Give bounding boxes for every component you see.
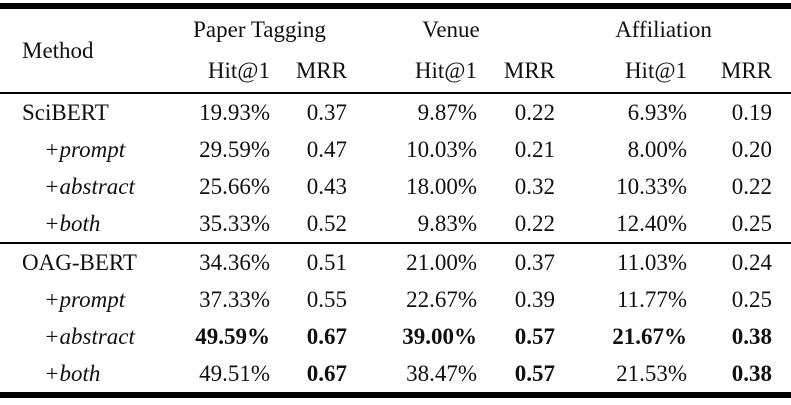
value-cell: 0.24	[731, 249, 773, 275]
metric-header-pt-mrr: MRR	[295, 58, 347, 83]
method-cell: +abstract	[44, 173, 135, 199]
value-cell: 9.83%	[417, 210, 477, 236]
scibert-block: SciBERT 19.93% 0.37 9.87% 0.22 6.93% 0.1…	[0, 93, 791, 243]
method-cell: OAG-BERT	[22, 249, 137, 275]
table-row: OAG-BERT 34.36% 0.51 21.00% 0.37 11.03% …	[0, 243, 791, 281]
table-row: +abstract 49.59% 0.67 39.00% 0.57 21.67%…	[0, 318, 791, 355]
table-header: Method Paper Tagging Venue Affiliation H…	[0, 6, 791, 93]
value-cell: 19.93%	[199, 99, 270, 125]
method-cell: +prompt	[44, 136, 126, 162]
value-cell: 0.19	[731, 99, 773, 125]
value-cell: 0.52	[306, 210, 347, 236]
group-header-venue: Venue	[422, 16, 480, 42]
metric-header-pt-hit1: Hit@1	[207, 58, 270, 83]
metric-header-venue-mrr: MRR	[503, 58, 556, 83]
value-cell: 0.39	[514, 286, 556, 312]
value-cell: 0.67	[306, 323, 347, 349]
value-cell: 38.47%	[406, 360, 477, 386]
table-row: +both 49.51% 0.67 38.47% 0.57 21.53% 0.3…	[0, 355, 791, 395]
value-cell: 0.57	[514, 360, 556, 386]
value-cell: 39.00%	[402, 323, 477, 349]
metric-header-aff-mrr: MRR	[720, 58, 773, 83]
method-cell: +both	[44, 210, 101, 236]
value-cell: 10.03%	[406, 136, 477, 162]
value-cell: 0.67	[306, 360, 347, 386]
table-row: +prompt 37.33% 0.55 22.67% 0.39 11.77% 0…	[0, 281, 791, 318]
value-cell: 0.37	[514, 249, 556, 275]
value-cell: 0.22	[514, 99, 556, 125]
value-cell: 0.57	[514, 323, 556, 349]
value-cell: 0.43	[306, 173, 347, 199]
value-cell: 49.51%	[199, 360, 270, 386]
value-cell: 0.22	[731, 173, 773, 199]
group-header-affiliation: Affiliation	[615, 16, 712, 42]
value-cell: 9.87%	[417, 99, 477, 125]
metric-header-aff-hit1: Hit@1	[624, 58, 688, 83]
table-row: +both 35.33% 0.52 9.83% 0.22 12.40% 0.25	[0, 205, 791, 243]
method-cell: +abstract	[44, 323, 135, 349]
value-cell: 0.55	[306, 286, 347, 312]
value-cell: 6.93%	[627, 99, 688, 125]
method-column-header: Method	[22, 37, 94, 63]
table-row: SciBERT 19.93% 0.37 9.87% 0.22 6.93% 0.1…	[0, 93, 791, 131]
method-cell: +both	[44, 360, 101, 386]
table-row: +abstract 25.66% 0.43 18.00% 0.32 10.33%…	[0, 168, 791, 205]
value-cell: 18.00%	[406, 173, 477, 199]
value-cell: 0.32	[514, 173, 556, 199]
value-cell: 0.47	[306, 136, 347, 162]
value-cell: 34.36%	[199, 249, 270, 275]
oagbert-block: OAG-BERT 34.36% 0.51 21.00% 0.37 11.03% …	[0, 243, 791, 395]
value-cell: 37.33%	[199, 286, 270, 312]
value-cell: 0.25	[731, 286, 773, 312]
value-cell: 0.51	[306, 249, 347, 275]
results-table: Method Paper Tagging Venue Affiliation H…	[0, 3, 791, 398]
method-cell: +prompt	[44, 286, 126, 312]
header-row-metrics: Hit@1 MRR Hit@1 MRR Hit@1 MRR	[0, 50, 791, 93]
value-cell: 21.67%	[612, 323, 688, 349]
group-header-paper-tagging: Paper Tagging	[193, 16, 326, 42]
value-cell: 11.77%	[616, 286, 688, 312]
value-cell: 0.37	[306, 99, 347, 125]
value-cell: 0.21	[514, 136, 556, 162]
value-cell: 10.33%	[616, 173, 688, 199]
metric-header-venue-hit1: Hit@1	[414, 58, 477, 83]
table-row: +prompt 29.59% 0.47 10.03% 0.21 8.00% 0.…	[0, 131, 791, 168]
value-cell: 12.40%	[616, 210, 688, 236]
value-cell: 35.33%	[199, 210, 270, 236]
value-cell: 29.59%	[199, 136, 270, 162]
method-cell: SciBERT	[22, 99, 109, 125]
value-cell: 21.53%	[616, 360, 688, 386]
value-cell: 22.67%	[406, 286, 477, 312]
value-cell: 0.25	[731, 210, 773, 236]
value-cell: 25.66%	[199, 173, 270, 199]
value-cell: 49.59%	[195, 323, 270, 349]
value-cell: 21.00%	[406, 249, 477, 275]
header-row-groups: Method Paper Tagging Venue Affiliation	[0, 6, 791, 63]
value-cell: 0.38	[731, 323, 773, 349]
value-cell: 8.00%	[627, 136, 688, 162]
value-cell: 0.22	[514, 210, 556, 236]
value-cell: 11.03%	[616, 249, 688, 275]
value-cell: 0.20	[731, 136, 773, 162]
value-cell: 0.38	[731, 360, 773, 386]
